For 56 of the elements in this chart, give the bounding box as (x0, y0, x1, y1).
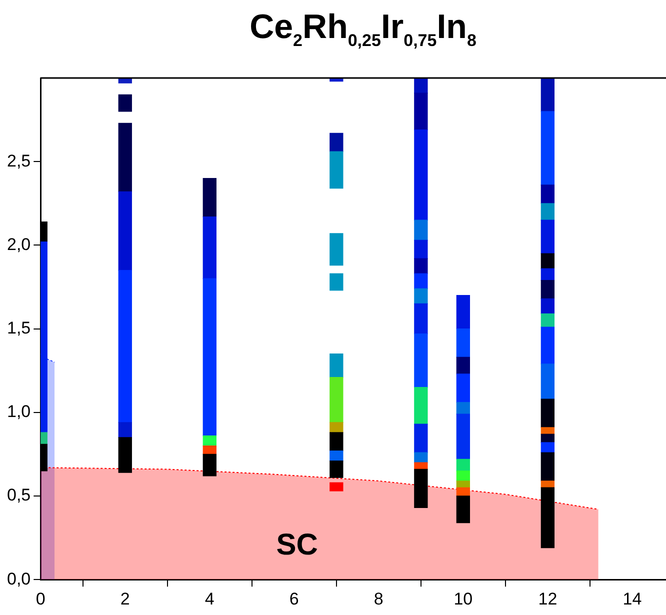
bar (456, 295, 470, 330)
bar (330, 422, 344, 433)
y-tick-label: 1,0 (6, 402, 31, 422)
x-tick-label: 12 (538, 589, 558, 608)
x-tick-label: 0 (36, 589, 46, 608)
y-tick-label: 0,0 (6, 569, 31, 588)
bar (414, 240, 428, 259)
bar (118, 437, 132, 473)
bar (540, 313, 555, 328)
y-tick-label: 2,5 (6, 151, 31, 170)
bar (540, 487, 555, 548)
bar (456, 480, 470, 488)
bar (202, 278, 216, 436)
x-tick-label: 6 (289, 589, 299, 608)
x-tick-label: 14 (622, 589, 642, 608)
bar (202, 435, 216, 446)
bar (414, 462, 428, 470)
bar (414, 303, 428, 334)
x-tick-label: 4 (204, 589, 214, 608)
bar (456, 458, 470, 472)
bar (330, 482, 344, 492)
bar (202, 454, 216, 476)
bar (540, 184, 555, 204)
bar (414, 468, 428, 508)
bar (540, 78, 555, 112)
bar (414, 424, 428, 453)
bar (414, 386, 428, 424)
y-tick-label: 1,5 (6, 318, 31, 338)
bar (414, 78, 428, 94)
bar (540, 480, 555, 488)
bar (330, 376, 344, 423)
bar (456, 328, 470, 358)
bar (330, 132, 344, 152)
bar (456, 356, 470, 374)
bar (118, 94, 132, 112)
bar (456, 496, 470, 524)
bar (540, 326, 555, 364)
y-tick-label: 2,0 (6, 234, 31, 254)
bar (202, 446, 216, 455)
bar (456, 414, 470, 460)
x-tick-label: 10 (454, 589, 473, 608)
bar (414, 130, 428, 220)
bar (202, 178, 216, 218)
y-tick-label: 0,5 (6, 486, 31, 505)
x-tick-label: 2 (120, 589, 130, 608)
bar (118, 191, 132, 271)
annotation: SC (276, 528, 318, 562)
bar (540, 427, 555, 434)
bar (540, 203, 555, 220)
bar (414, 273, 428, 289)
bar (118, 422, 132, 438)
bar (540, 111, 555, 186)
bar (414, 288, 428, 304)
x-tick-label: 8 (374, 589, 384, 608)
bar (456, 470, 470, 482)
chart-title: Ce$_{2}$Rh$_{0,25}$Ir$_{0,75}$In$_{8}$ (248, 8, 478, 51)
